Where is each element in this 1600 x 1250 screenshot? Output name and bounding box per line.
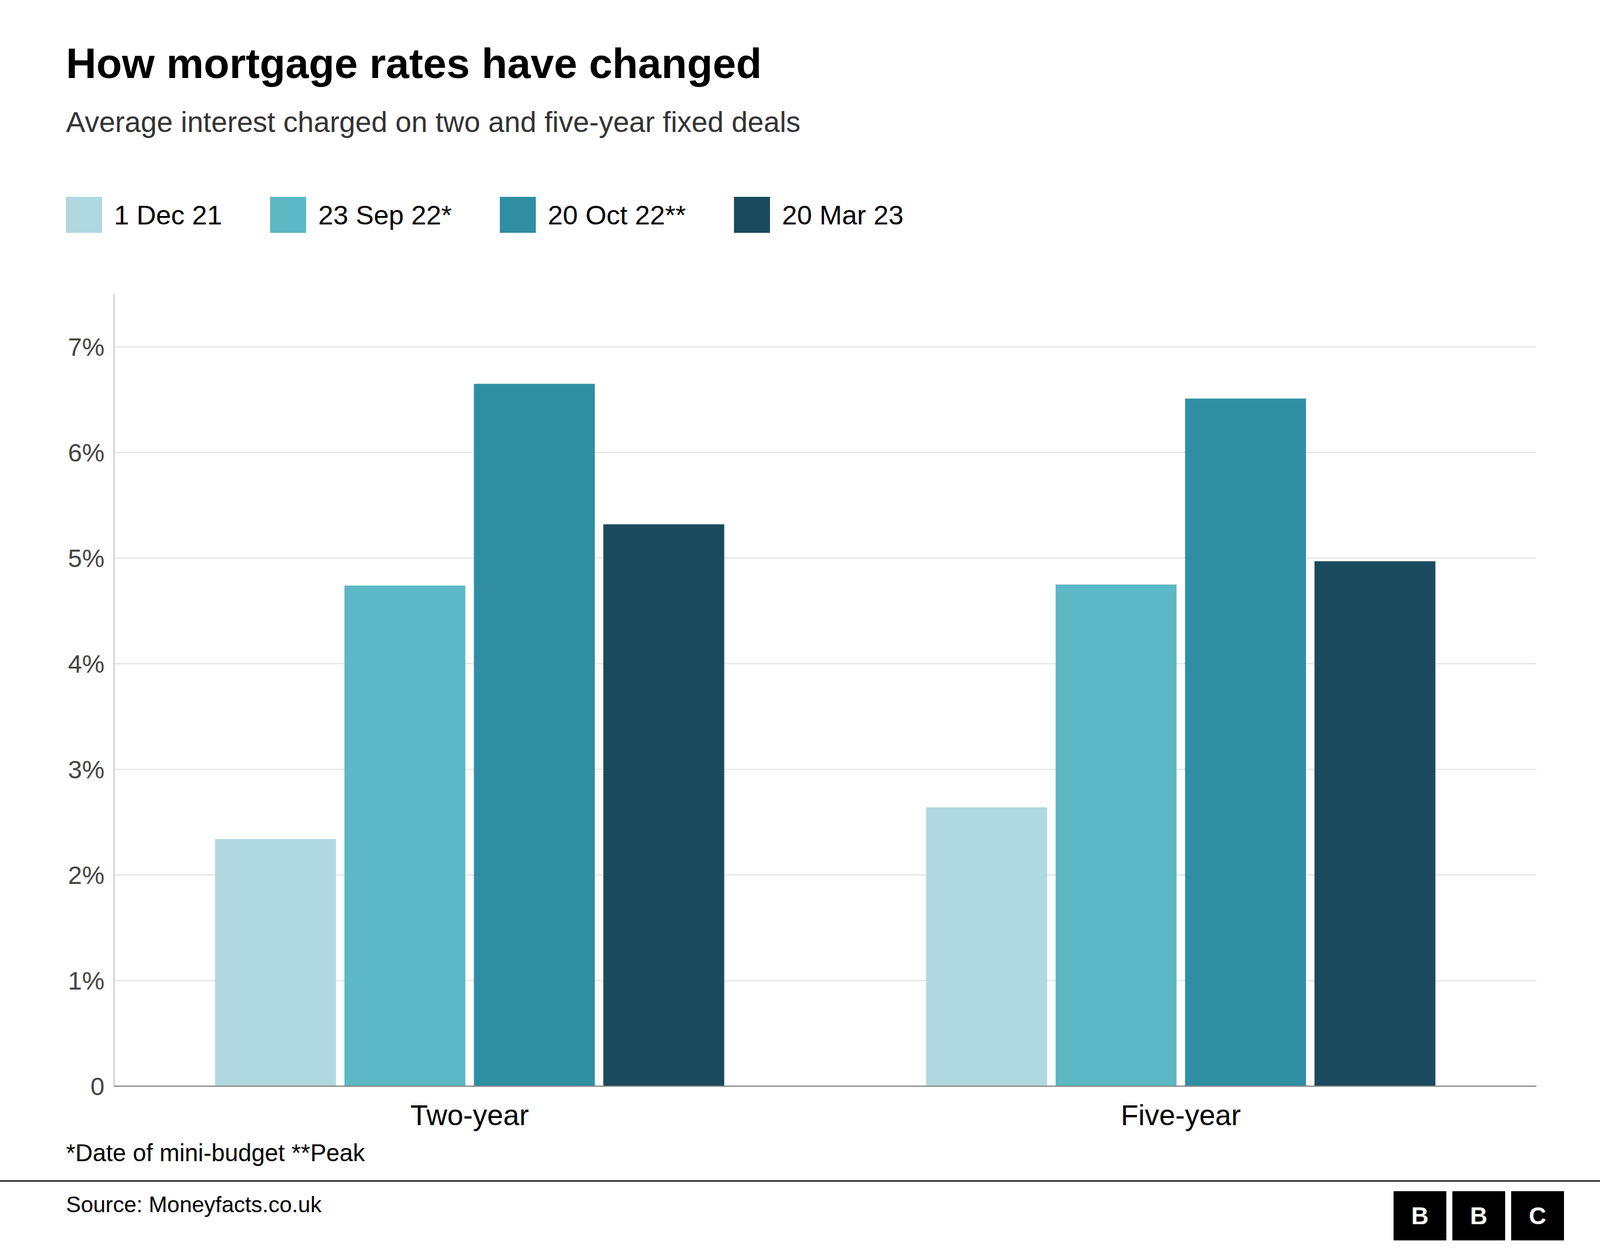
bar (1185, 398, 1306, 1087)
x-tick-label: Five-year (1120, 1099, 1241, 1132)
background (0, 0, 1600, 1250)
y-axis: 0 1% 2% 3% 4% 5% 6% 7% (67, 294, 1537, 1101)
logo-box (1511, 1191, 1564, 1241)
legend: 1 Dec 21 23 Sep 22* 20 Oct 22** 20 Mar 23 (66, 196, 904, 233)
x-tick-label: Two-year (410, 1099, 529, 1132)
logo-box (1393, 1191, 1447, 1241)
baseline (114, 1085, 1537, 1087)
grid-line (114, 1085, 1537, 1087)
legend-label: 20 Oct 22** (547, 199, 686, 231)
bar (1314, 561, 1435, 1087)
legend-label: 1 Dec 21 (114, 199, 223, 231)
logo-letter: C (1529, 1202, 1547, 1230)
bar (603, 524, 724, 1087)
y-tick-label: 0 (90, 1072, 105, 1101)
chart: How mortgage rates have changed Average i… (0, 0, 1600, 1250)
bar (344, 585, 466, 1087)
logo: BBC (1393, 1191, 1564, 1241)
title: How mortgage rates have changed (66, 40, 762, 88)
y-tick-label: 2% (67, 861, 105, 890)
legend-swatch (66, 196, 103, 233)
legend-swatch (733, 196, 770, 233)
grid-line (114, 346, 1537, 348)
x-axis: Two-year Five-year (114, 1086, 1537, 1132)
bar (214, 839, 336, 1087)
logo-letter: B (1470, 1202, 1488, 1230)
legend-label: 20 Mar 23 (781, 199, 904, 231)
y-tick-label: 5% (67, 544, 105, 573)
y-tick-label: 3% (67, 755, 105, 784)
legend-swatch (270, 196, 307, 233)
separator (0, 1180, 1600, 1182)
logo-box (1452, 1191, 1506, 1241)
grid-line (114, 451, 1537, 454)
legend-label: 23 Sep 22* (318, 199, 452, 231)
legend-swatch (499, 196, 536, 233)
y-tick-label: 6% (67, 438, 105, 467)
bar (926, 807, 1047, 1087)
footnote: *Date of mini-budget **Peak (66, 1139, 366, 1167)
y-tick-label: 1% (67, 966, 105, 996)
logo-letter: B (1411, 1202, 1429, 1230)
y-axis-line (113, 294, 115, 1087)
y-tick-label: 4% (67, 649, 105, 679)
source: Source: Moneyfacts.co.uk (66, 1192, 322, 1218)
grid-line (114, 557, 1537, 559)
subtitle: Average interest charged on two and five… (66, 106, 801, 139)
y-tick-label: 7% (67, 333, 105, 362)
bar (1055, 584, 1177, 1087)
bars (214, 384, 1435, 1087)
bar (474, 384, 595, 1087)
